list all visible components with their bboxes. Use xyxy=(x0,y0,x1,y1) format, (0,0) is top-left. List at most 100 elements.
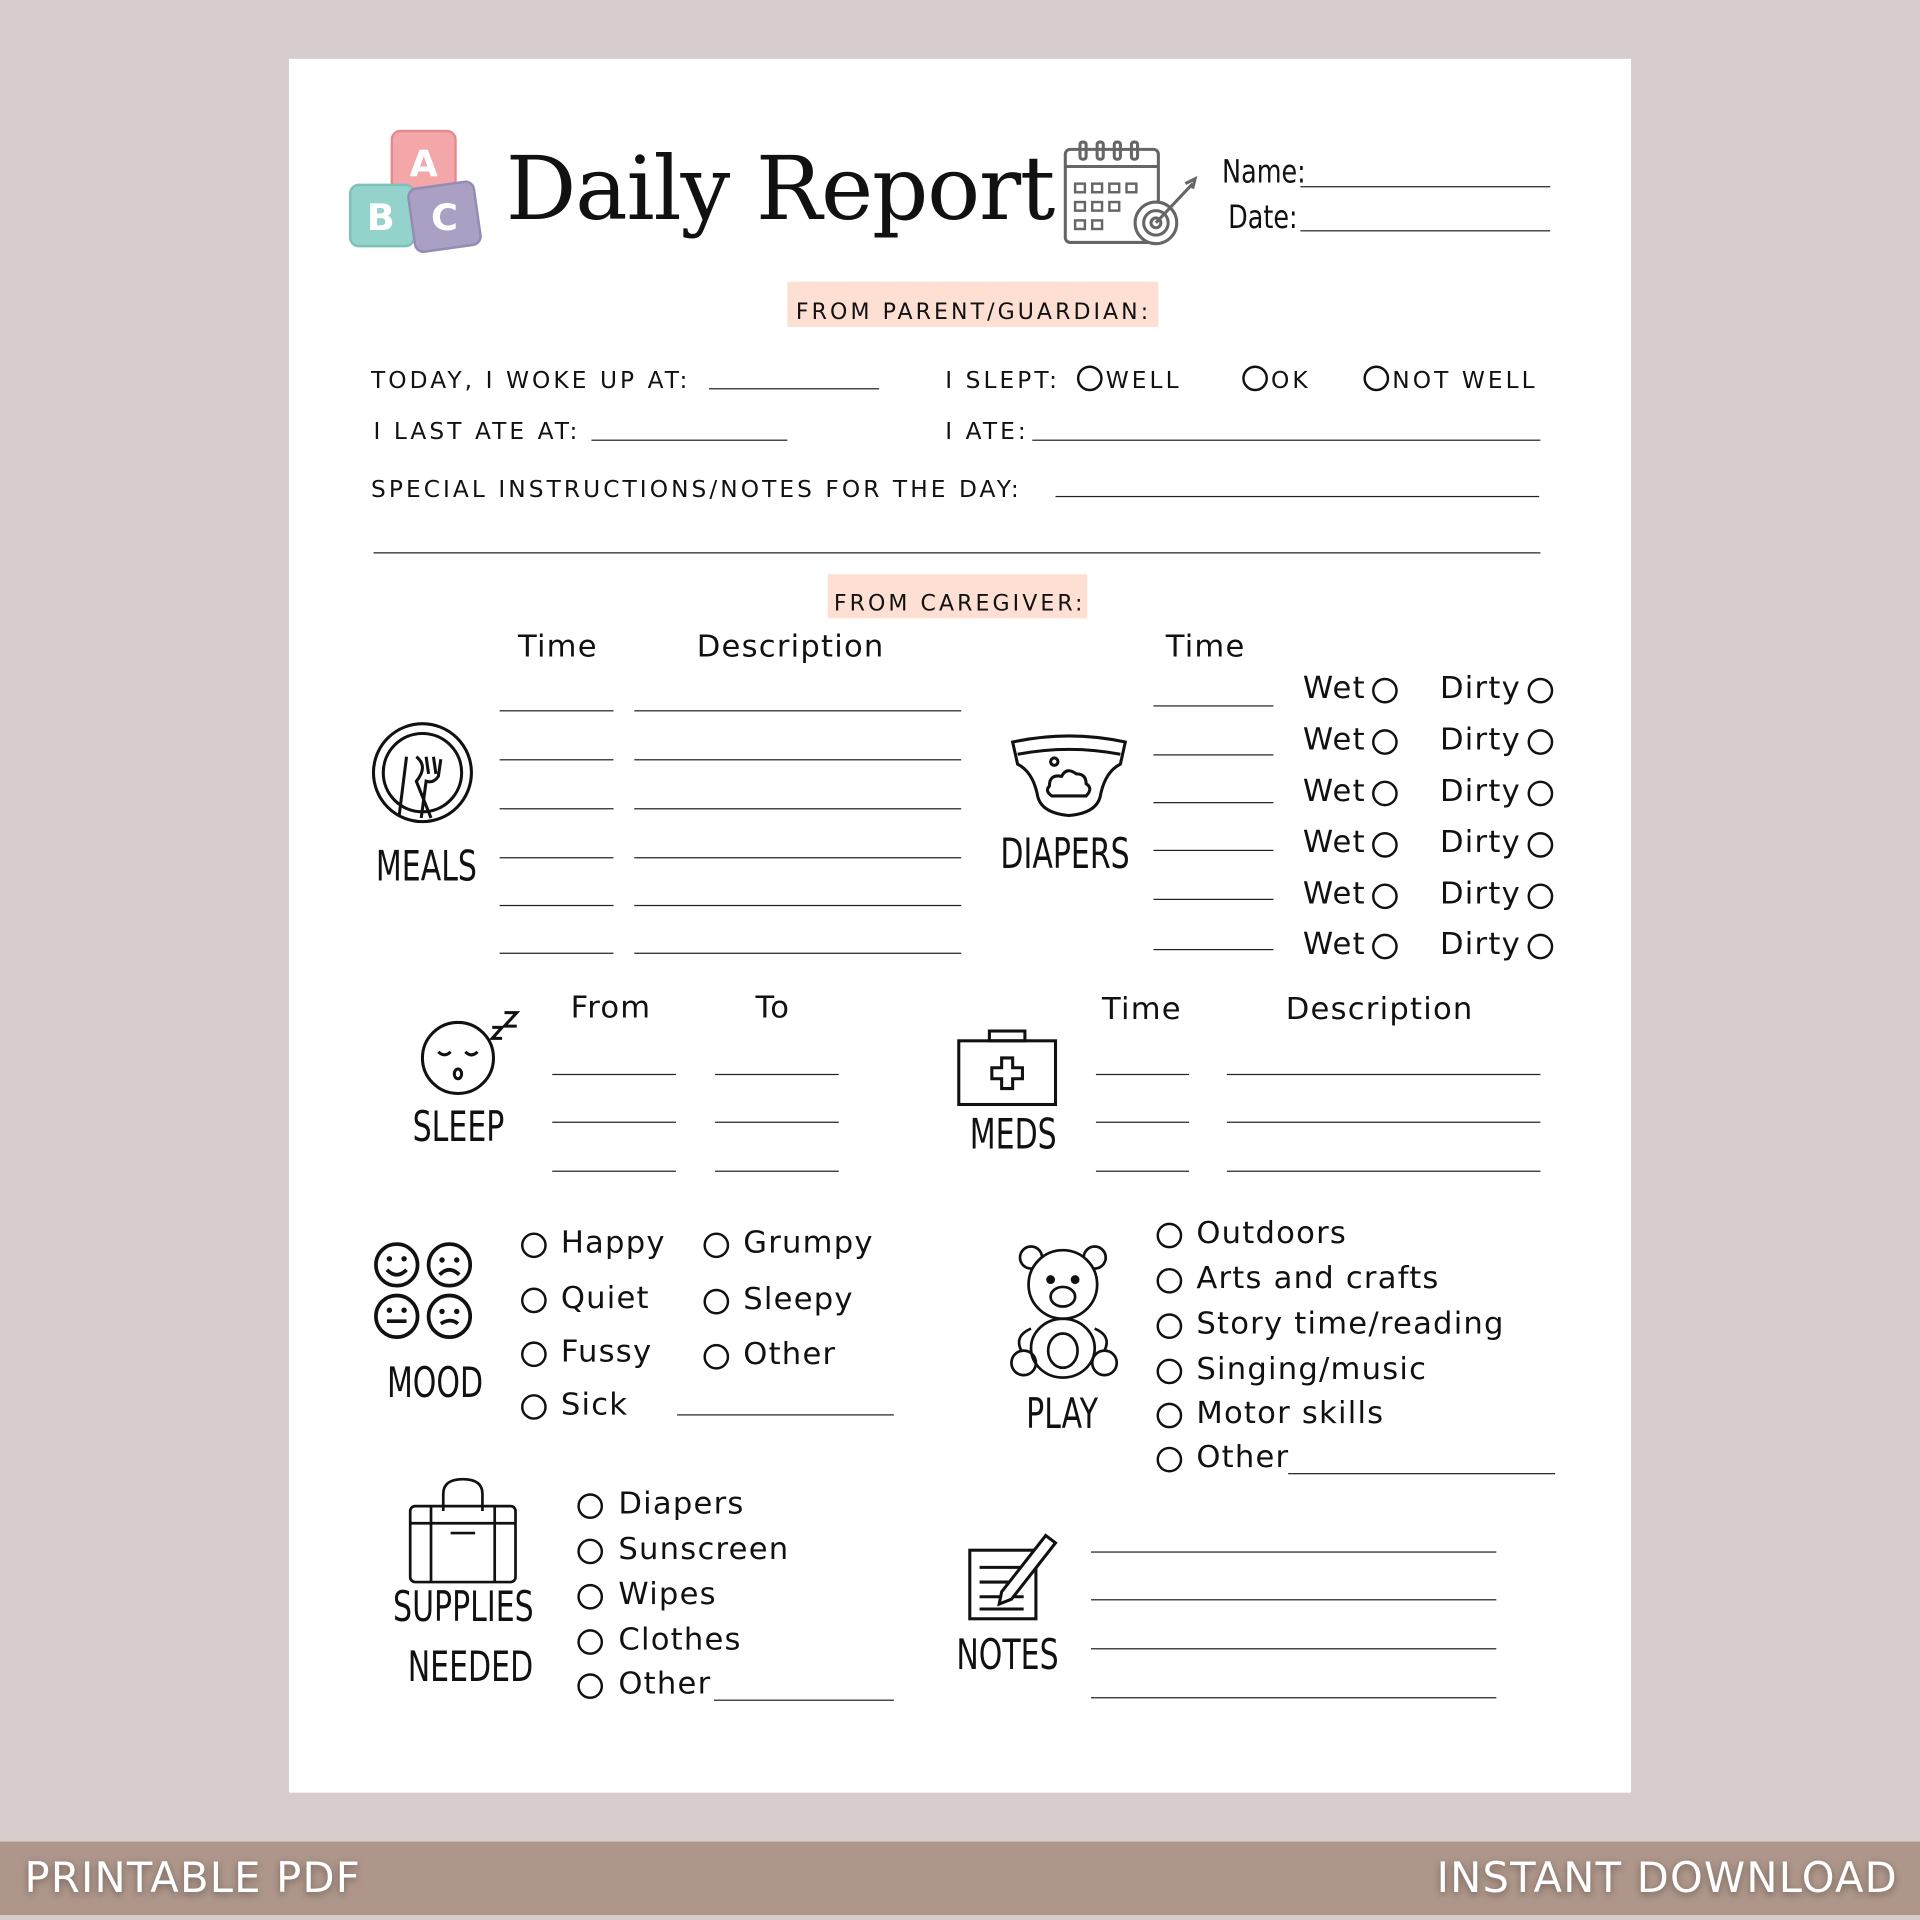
diaper-dirty-checkbox[interactable] xyxy=(1527,729,1554,755)
meal-description-field[interactable] xyxy=(634,857,962,859)
sleep-to-field[interactable] xyxy=(715,1121,839,1123)
mood-other-field[interactable] xyxy=(677,1414,894,1416)
slept-label: I SLEPT: xyxy=(945,366,1061,394)
meal-time-field[interactable] xyxy=(499,857,614,859)
mood-option-label: Sick xyxy=(560,1386,629,1422)
meds-time-field[interactable] xyxy=(1095,1121,1189,1123)
diaper-dirty-checkbox[interactable] xyxy=(1527,832,1554,858)
diaper-dirty-checkbox[interactable] xyxy=(1527,933,1554,960)
diaper-wet-label: Wet xyxy=(1302,721,1366,757)
diaper-wet-checkbox[interactable] xyxy=(1372,780,1398,807)
notes-field[interactable] xyxy=(1091,1697,1497,1699)
supply-option-label: Diapers xyxy=(618,1485,745,1521)
slept-well-radio[interactable] xyxy=(1076,365,1103,392)
diaper-wet-checkbox[interactable] xyxy=(1372,677,1398,704)
notes-field[interactable] xyxy=(1091,1551,1497,1553)
sleep-from-field[interactable] xyxy=(552,1170,676,1172)
notes-field[interactable] xyxy=(1091,1648,1497,1650)
meals-plate-icon xyxy=(371,722,473,824)
play-option-checkbox[interactable] xyxy=(1156,1402,1183,1429)
play-option-checkbox[interactable] xyxy=(1156,1267,1183,1294)
diaper-wet-label: Wet xyxy=(1302,669,1366,706)
play-other-field[interactable] xyxy=(1288,1473,1556,1475)
play-option-checkbox[interactable] xyxy=(1156,1313,1183,1339)
play-option-checkbox[interactable] xyxy=(1156,1222,1183,1249)
parent-heading-band xyxy=(787,281,1159,327)
sleep-to-field[interactable] xyxy=(715,1073,839,1076)
needed-label: NEEDED xyxy=(407,1643,534,1693)
meal-time-field[interactable] xyxy=(499,759,614,761)
parent-heading: FROM PARENT/GUARDIAN: xyxy=(795,299,1152,325)
mood-option-label: Fussy xyxy=(560,1333,653,1369)
mood-option-checkbox[interactable] xyxy=(703,1232,730,1259)
name-field[interactable] xyxy=(1300,186,1551,188)
supplies-label: SUPPLIES xyxy=(393,1583,534,1633)
notes-field[interactable] xyxy=(1091,1599,1497,1601)
meal-description-field[interactable] xyxy=(634,759,962,761)
meal-time-field[interactable] xyxy=(499,808,614,810)
special-notes-field[interactable] xyxy=(1055,495,1540,498)
slept-not-well-radio[interactable] xyxy=(1363,365,1390,392)
diaper-time-field[interactable] xyxy=(1153,802,1274,804)
special-notes-field-2[interactable] xyxy=(373,552,1541,554)
diaper-dirty-label: Dirty xyxy=(1440,772,1521,809)
diaper-wet-checkbox[interactable] xyxy=(1372,729,1398,755)
ate-field[interactable] xyxy=(1032,439,1541,441)
sleep-to-field[interactable] xyxy=(715,1170,839,1172)
mood-option-label: Quiet xyxy=(560,1279,650,1316)
meal-description-field[interactable] xyxy=(634,710,962,712)
supply-option-checkbox[interactable] xyxy=(577,1538,604,1565)
meds-time-field[interactable] xyxy=(1095,1073,1189,1076)
meds-time-field[interactable] xyxy=(1095,1170,1189,1172)
mood-option-checkbox[interactable] xyxy=(521,1232,547,1259)
diaper-dirty-label: Dirty xyxy=(1440,721,1521,757)
play-option-checkbox[interactable] xyxy=(1156,1358,1183,1385)
banner: PRINTABLE PDF INSTANT DOWNLOAD xyxy=(0,1841,1920,1916)
mood-option-checkbox[interactable] xyxy=(703,1288,730,1315)
diaper-wet-checkbox[interactable] xyxy=(1372,883,1398,910)
woke-field[interactable] xyxy=(708,388,880,390)
printable-pdf-text: PRINTABLE PDF xyxy=(24,1853,361,1903)
last-ate-label: I LAST ATE AT: xyxy=(373,418,581,446)
play-option-checkbox[interactable] xyxy=(1156,1446,1183,1473)
diaper-wet-checkbox[interactable] xyxy=(1372,933,1398,960)
sleep-from-field[interactable] xyxy=(552,1073,676,1076)
last-ate-field[interactable] xyxy=(591,439,788,441)
supplies-other-field[interactable] xyxy=(713,1699,894,1701)
date-field[interactable] xyxy=(1300,230,1551,232)
diaper-time-field[interactable] xyxy=(1153,754,1274,756)
mood-option-checkbox[interactable] xyxy=(521,1394,547,1420)
supply-option-checkbox[interactable] xyxy=(577,1583,604,1610)
mood-option-checkbox[interactable] xyxy=(703,1343,730,1370)
mood-option-label: Happy xyxy=(560,1224,666,1261)
woke-label: TODAY, I WOKE UP AT: xyxy=(371,366,691,394)
diaper-dirty-checkbox[interactable] xyxy=(1527,677,1554,704)
diaper-time-field[interactable] xyxy=(1153,849,1274,852)
meal-description-field[interactable] xyxy=(634,952,962,954)
diaper-time-field[interactable] xyxy=(1153,948,1274,951)
meds-description-field[interactable] xyxy=(1226,1170,1541,1172)
sleep-from-field[interactable] xyxy=(552,1121,676,1123)
slept-well-label: WELL xyxy=(1105,366,1182,394)
diaper-dirty-checkbox[interactable] xyxy=(1527,780,1554,807)
meal-time-field[interactable] xyxy=(499,952,614,954)
meal-description-field[interactable] xyxy=(634,904,962,907)
mood-option-checkbox[interactable] xyxy=(521,1287,547,1314)
instant-download-text: INSTANT DOWNLOAD xyxy=(1436,1853,1898,1903)
slept-ok-radio[interactable] xyxy=(1242,365,1268,392)
meds-description-field[interactable] xyxy=(1226,1121,1541,1123)
supply-option-checkbox[interactable] xyxy=(577,1673,604,1699)
supply-option-checkbox[interactable] xyxy=(577,1629,604,1655)
meal-time-field[interactable] xyxy=(499,710,614,712)
diaper-time-field[interactable] xyxy=(1153,898,1274,901)
block-a: A xyxy=(409,142,438,185)
date-label: Date: xyxy=(1228,199,1298,237)
diaper-dirty-checkbox[interactable] xyxy=(1527,883,1554,910)
meds-description-field[interactable] xyxy=(1226,1073,1541,1076)
meal-description-field[interactable] xyxy=(634,808,962,810)
diaper-wet-checkbox[interactable] xyxy=(1372,832,1398,858)
meal-time-field[interactable] xyxy=(499,904,614,907)
mood-option-checkbox[interactable] xyxy=(521,1341,547,1368)
diaper-time-field[interactable] xyxy=(1153,705,1274,707)
supply-option-checkbox[interactable] xyxy=(577,1493,604,1519)
